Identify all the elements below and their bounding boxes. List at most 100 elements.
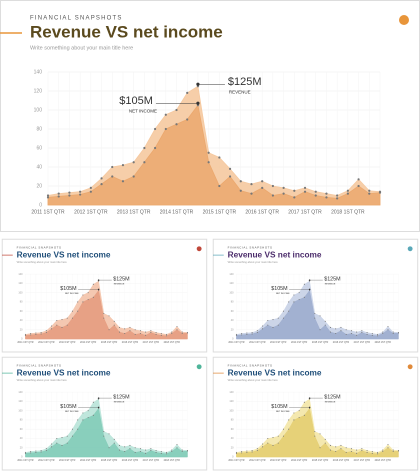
data-point	[132, 161, 135, 164]
data-point	[124, 332, 126, 335]
data-point	[165, 333, 168, 335]
y-tick-label: 60	[231, 310, 234, 313]
data-point	[256, 448, 258, 450]
data-point	[87, 417, 89, 419]
data-point	[241, 332, 243, 335]
data-point	[103, 435, 105, 437]
data-point	[30, 334, 32, 336]
x-tick-label: 2011 1ST QTR	[17, 341, 33, 344]
data-point	[262, 443, 264, 445]
annotation-value: $105M	[60, 286, 77, 292]
x-tick-label: 2014 1ST QTR	[80, 341, 97, 344]
annotation-label: NET INCOME	[65, 411, 79, 413]
data-point	[24, 333, 26, 335]
data-point	[145, 452, 147, 454]
chart-title: Revenue VS net income	[228, 249, 322, 259]
annotation-value: $125M	[324, 395, 341, 401]
data-point	[303, 186, 307, 189]
data-point	[45, 330, 47, 332]
data-point	[79, 193, 82, 196]
data-point	[314, 435, 316, 437]
data-point	[314, 317, 316, 319]
x-tick-label: 2013 1ST QTR	[59, 341, 76, 344]
data-point	[271, 184, 275, 188]
data-point	[371, 334, 373, 336]
x-tick-label: 2018 1ST QTR	[331, 209, 365, 215]
data-point	[92, 296, 94, 298]
data-point	[256, 330, 258, 332]
data-point	[77, 419, 79, 421]
overline: FINANCIAL SNAPSHOTS	[228, 246, 273, 250]
data-point	[171, 450, 173, 453]
data-point	[113, 442, 115, 444]
data-point	[165, 335, 168, 337]
data-point	[239, 180, 242, 183]
chart-subtitle: Write something about your main title he…	[17, 260, 68, 264]
annotation-label: NET INCOME	[129, 108, 157, 113]
data-point	[303, 296, 305, 298]
data-point	[282, 192, 285, 195]
annotation-label: REVENUE	[114, 284, 125, 286]
data-point	[251, 333, 253, 335]
data-point	[113, 438, 115, 440]
data-point	[345, 333, 347, 335]
annotation-label: NET INCOME	[65, 293, 79, 295]
y-tick-label: 100	[34, 107, 43, 113]
data-point	[79, 190, 82, 193]
overline: FINANCIAL SNAPSHOTS	[30, 16, 123, 22]
data-point	[357, 184, 360, 188]
data-point	[376, 333, 379, 335]
data-point	[397, 450, 399, 452]
y-tick-label: 0	[39, 202, 42, 208]
data-point	[256, 450, 258, 452]
data-point	[368, 192, 371, 195]
data-point	[371, 452, 373, 454]
data-point	[150, 448, 152, 450]
data-point	[335, 328, 337, 330]
annotation-dot	[308, 397, 311, 399]
data-point	[175, 123, 178, 126]
data-point	[387, 443, 389, 446]
data-point	[303, 401, 305, 403]
data-point	[118, 449, 121, 451]
y-tick-label: 140	[34, 69, 43, 75]
data-point	[382, 449, 384, 451]
data-point	[66, 324, 68, 326]
data-point	[35, 450, 37, 452]
x-tick-label: 2011 1ST QTR	[31, 209, 65, 215]
data-point	[340, 444, 342, 446]
data-point	[361, 450, 363, 452]
data-point	[134, 333, 136, 335]
chart-title: Revenue VS net income	[228, 367, 322, 377]
y-tick-label: 20	[20, 446, 23, 449]
data-point	[376, 453, 379, 455]
data-point	[382, 332, 384, 335]
data-point	[57, 192, 60, 195]
data-point	[356, 449, 358, 451]
data-point	[366, 450, 368, 452]
data-point	[361, 330, 363, 332]
x-tick-label: 2015 1ST QTR	[312, 341, 329, 344]
data-point	[145, 331, 147, 333]
data-point	[181, 331, 183, 333]
chart-subtitle: Write something about your main title he…	[228, 260, 279, 264]
data-point	[357, 178, 360, 181]
x-tick-label: 2013 1ST QTR	[59, 459, 76, 462]
data-point	[165, 453, 168, 455]
chart-title: Revenue VS net income	[17, 249, 111, 259]
data-point	[40, 450, 42, 452]
data-point	[24, 451, 26, 453]
data-point	[30, 452, 32, 454]
data-point	[256, 332, 258, 334]
y-tick-label: 60	[20, 310, 23, 313]
annotation-dot	[97, 279, 100, 281]
data-point	[71, 317, 73, 319]
data-point	[132, 175, 135, 178]
data-point	[171, 331, 173, 333]
y-tick-label: 100	[18, 409, 23, 412]
data-point	[241, 450, 243, 453]
data-point	[89, 186, 92, 189]
data-point	[267, 319, 269, 322]
